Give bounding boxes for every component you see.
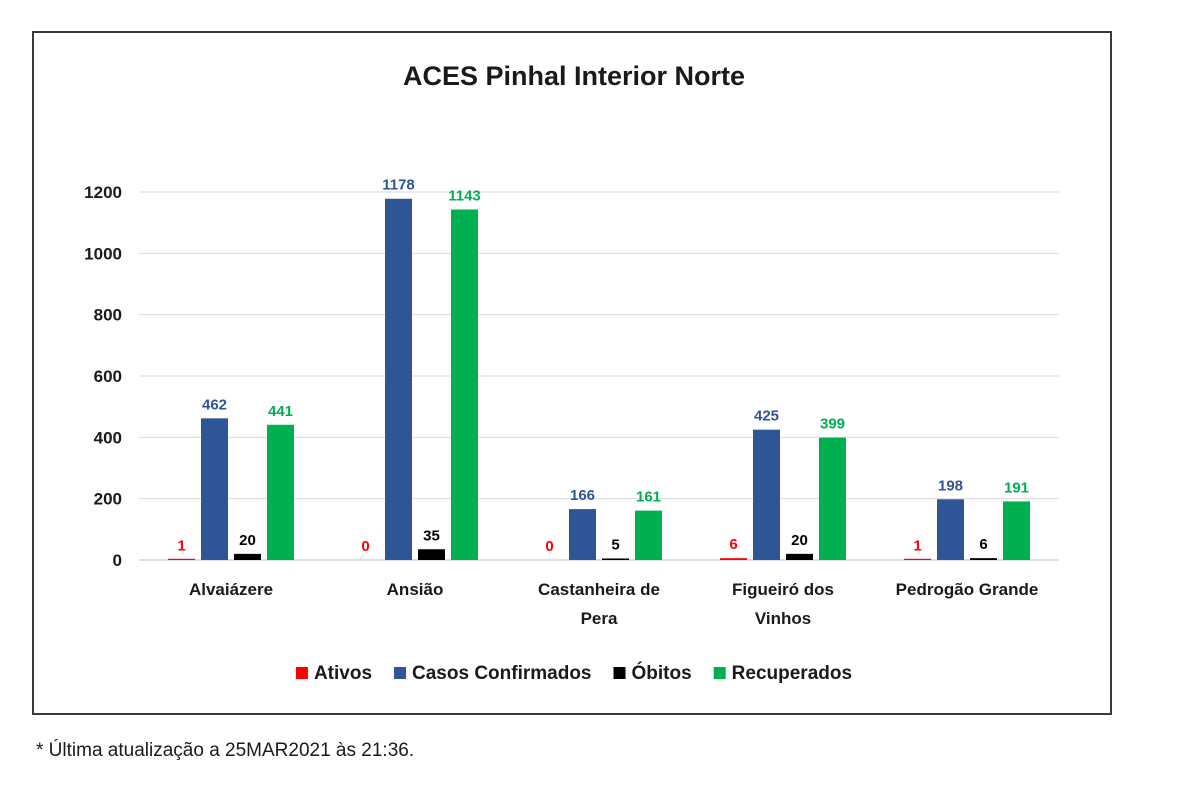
bars <box>168 198 1030 561</box>
bar <box>168 558 195 560</box>
data-label: 441 <box>268 403 293 420</box>
y-tick-label: 600 <box>94 367 122 386</box>
bar <box>385 198 412 560</box>
category-label: Pera <box>581 609 618 628</box>
y-tick-label: 400 <box>94 428 122 447</box>
bar <box>234 553 261 560</box>
data-label: 1 <box>177 538 185 555</box>
data-label: 399 <box>820 416 845 433</box>
data-label: 20 <box>239 532 256 549</box>
y-tick-label: 0 <box>113 551 122 570</box>
data-label: 6 <box>729 536 737 553</box>
bar <box>970 558 997 560</box>
y-tick-label: 800 <box>94 306 122 325</box>
data-labels: 1 462 20 441 0 1178 35 1143 0 166 5 161 6 425 20 399 1 19… <box>177 177 1029 555</box>
data-label: 166 <box>570 487 595 504</box>
category-label: Ansião <box>387 580 444 599</box>
data-label: 6 <box>979 536 987 553</box>
data-label: 5 <box>611 536 619 553</box>
category-label: Pedrogão Grande <box>896 580 1039 599</box>
bar <box>267 424 294 560</box>
legend-label: Recuperados <box>732 663 852 684</box>
bar <box>786 553 813 560</box>
y-tick-label: 200 <box>94 490 122 509</box>
data-label: 35 <box>423 527 440 544</box>
data-label: 161 <box>636 489 661 506</box>
legend-item: Casos Confirmados <box>394 663 592 684</box>
bar <box>720 558 747 560</box>
chart-frame: ACES Pinhal Interior Norte 0 200 400 600 800… <box>32 31 1112 715</box>
legend-swatch <box>394 667 407 679</box>
data-label: 462 <box>202 396 227 413</box>
bar-chart: ACES Pinhal Interior Norte 0200400600800… <box>84 61 1059 684</box>
data-label: 20 <box>791 532 808 549</box>
data-label: 0 <box>545 538 553 555</box>
category-label: Vinhos <box>755 609 811 628</box>
data-label: 425 <box>754 408 779 425</box>
bar <box>602 558 629 560</box>
legend-item: Óbitos <box>613 662 692 684</box>
data-label: 191 <box>1004 479 1029 496</box>
legend-item: Ativos <box>295 663 372 684</box>
chart-title: ACES Pinhal Interior Norte <box>403 61 745 91</box>
bar <box>819 437 846 560</box>
bar <box>418 549 445 560</box>
x-axis: Alvaiázere Ansião Castanheira de Pera Figuei… <box>189 580 1038 628</box>
data-label: 198 <box>938 477 963 494</box>
data-label: 1 <box>913 538 921 555</box>
legend-swatch <box>713 667 726 679</box>
bar <box>753 429 780 560</box>
bar <box>1003 501 1030 560</box>
legend-swatch <box>613 667 626 679</box>
bar <box>569 509 596 560</box>
y-tick-label: 1000 <box>84 244 122 263</box>
y-tick-label: 1200 <box>84 183 122 202</box>
legend-swatch <box>295 667 308 679</box>
legend-item: Recuperados <box>713 663 852 684</box>
legend-label: Casos Confirmados <box>412 663 591 684</box>
category-label: Castanheira de <box>538 580 660 599</box>
data-label: 1178 <box>382 177 415 194</box>
legend: Ativos Casos Confirmados Óbitos Recuperados <box>295 662 852 684</box>
bar <box>635 510 662 560</box>
legend-label: Ativos <box>314 663 372 684</box>
bar <box>937 499 964 560</box>
bar <box>904 558 931 560</box>
y-axis: 0 200 400 600 800 1000 1200 <box>84 183 122 570</box>
category-label: Figueiró dos <box>732 580 834 599</box>
bar <box>201 418 228 560</box>
category-label: Alvaiázere <box>189 580 273 599</box>
data-label: 0 <box>361 538 369 555</box>
legend-label: Óbitos <box>632 662 692 684</box>
bar <box>451 209 478 561</box>
footnote: * Última atualização a 25MAR2021 às 21:3… <box>36 740 415 761</box>
data-label: 1143 <box>448 187 481 204</box>
